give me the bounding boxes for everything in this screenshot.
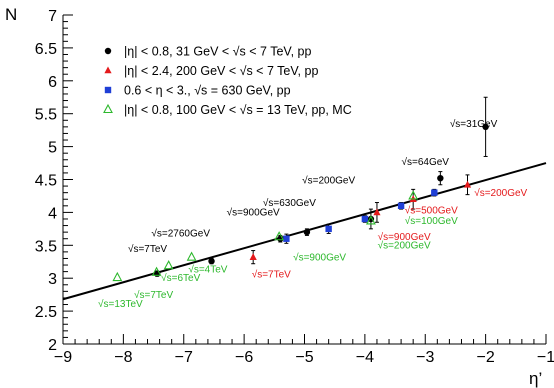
point-annotation: √s=13TeV [98, 298, 143, 310]
y-tick-label: 3 [48, 271, 57, 288]
x-axis-title: η’ [529, 369, 542, 388]
point-annotation: √s=200GeV [302, 174, 355, 186]
y-tick-label: 2.5 [35, 304, 57, 321]
data-point-series-3 [283, 235, 290, 242]
point-annotation: √s=500GeV [405, 205, 458, 217]
y-tick-label: 5.5 [35, 107, 57, 124]
data-point-series-1 [208, 257, 215, 265]
data-point-series-3 [431, 189, 438, 196]
data-point-series-3 [361, 215, 369, 223]
point-annotation: √s=900GeV [293, 251, 346, 263]
data-points-layer [112, 96, 489, 282]
data-point-series-2 [463, 180, 472, 188]
x-tick-label: −6 [235, 349, 253, 366]
y-tick-label: 4 [48, 205, 57, 222]
data-point-series-4 [163, 260, 174, 270]
legend-entry: |η| < 0.8, 100 GeV < √s = 13 TeV, pp, MC [124, 103, 352, 117]
data-point-series-4 [408, 190, 419, 200]
axes: −9 −8 −7 −6 −5 −4 −3 −2 −1 2 2.5 3 3.5 4 4.5 5 5.5 6 6.5 7 [35, 8, 554, 366]
data-point-series-3 [325, 225, 332, 233]
point-annotation: √s=7TeV [128, 243, 167, 255]
point-annotation: √s=7TeV [252, 269, 291, 281]
data-point-series-1 [482, 123, 489, 131]
y-tick-label: 2 [48, 337, 57, 354]
point-annotation: √s=100GeV [405, 215, 458, 227]
x-tick-label: −3 [416, 349, 434, 366]
point-annotation: √s=630GeV [263, 197, 316, 209]
legend-marker [104, 86, 112, 94]
y-tick-label: 4.5 [35, 173, 57, 190]
data-point-series-4 [186, 251, 197, 261]
point-annotation: √s=7TeV [134, 289, 173, 301]
y-tick-label: 5 [48, 140, 57, 157]
legend-marker [104, 47, 112, 55]
y-axis-title: N [5, 5, 17, 24]
legend-marker [104, 66, 112, 74]
y-tick-label: 7 [48, 8, 57, 25]
y-tick-label: 6 [48, 74, 57, 91]
x-tick-label: −2 [477, 349, 495, 366]
legend-marker [103, 103, 113, 114]
point-annotation: √s=4TeV [188, 263, 227, 275]
y-tick-label: 3.5 [35, 238, 57, 255]
annotations-layer: √s=31GeV√s=64GeV√s=200GeV√s=630GeV√s=900… [98, 118, 528, 310]
point-annotation: √s=900GeV [378, 231, 431, 243]
data-point-series-2 [373, 208, 381, 216]
data-point-series-4 [151, 266, 162, 276]
x-tick-label: −7 [175, 349, 193, 366]
y-tick-label: 6.5 [35, 41, 57, 58]
data-point-series-2 [249, 253, 257, 260]
data-point-series-4 [274, 231, 285, 241]
point-annotation: √s=31GeV [450, 118, 498, 130]
x-tick-label: −9 [54, 349, 72, 366]
legend-entry: |η| < 0.8, 31 GeV < √s < 7 TeV, pp [124, 45, 311, 59]
data-point-series-4 [112, 271, 123, 282]
data-point-series-4 [365, 215, 376, 225]
point-annotation: √s=64GeV [402, 156, 450, 168]
legend-entry: |η| < 2.4, 200 GeV < √s < 7 TeV, pp [124, 64, 318, 78]
point-annotation: √s=2760GeV [151, 228, 210, 240]
point-annotation: √s=200GeV [378, 240, 431, 252]
point-annotation: √s=200GeV [474, 187, 527, 199]
x-tick-label: −8 [114, 349, 132, 366]
point-annotation: √s=6TeV [161, 272, 200, 284]
data-point-series-1 [303, 228, 311, 236]
data-point-series-3 [397, 202, 405, 210]
legend-entry: 0.6 < η < 3., √s = 630 GeV, pp [124, 84, 291, 98]
x-tick-label: −1 [537, 349, 554, 366]
data-point-series-1 [437, 174, 444, 182]
x-tick-label: −5 [295, 349, 313, 366]
legend: |η| < 0.8, 31 GeV < √s < 7 TeV, pp |η| < … [103, 45, 352, 117]
point-annotation: √s=900GeV [227, 207, 280, 219]
x-tick-label: −4 [356, 349, 374, 366]
